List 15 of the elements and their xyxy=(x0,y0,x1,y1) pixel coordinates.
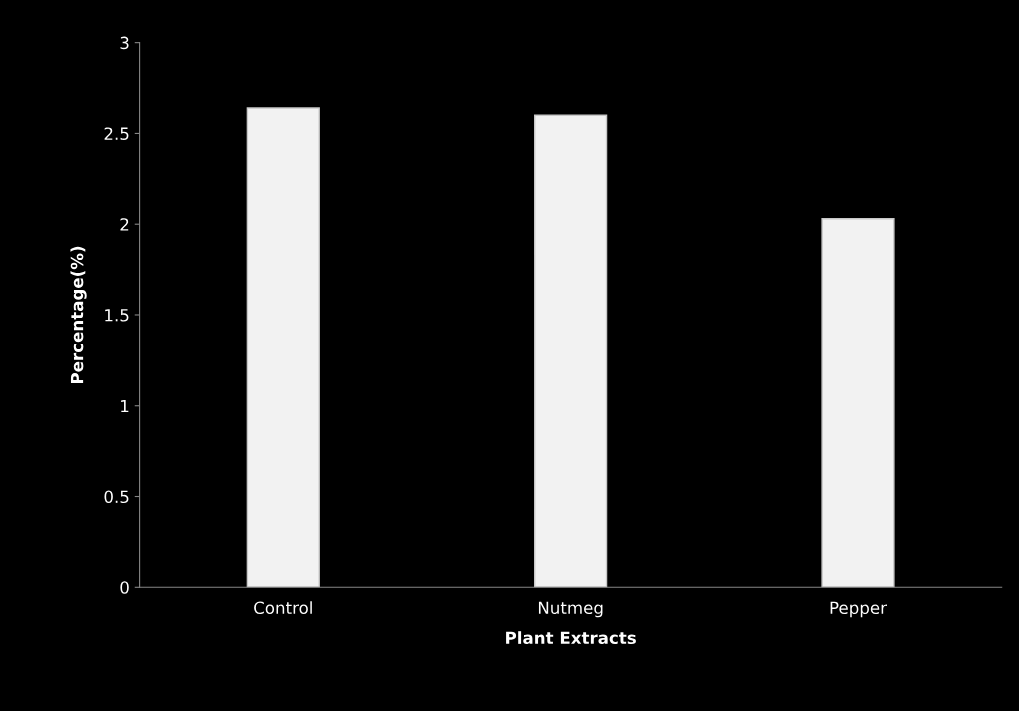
y-tick-label: 1 xyxy=(121,399,129,413)
y-tick-label: 3 xyxy=(120,36,129,50)
bar xyxy=(821,218,895,588)
y-tick-label: 2 xyxy=(120,218,129,231)
bar xyxy=(246,107,320,588)
bar xyxy=(534,114,608,588)
y-tick-label: 2.5 xyxy=(104,127,129,140)
y-tick-label: 1.5 xyxy=(105,309,129,322)
x-tick-label: Nutmeg xyxy=(538,601,603,618)
y-axis-title: Percentage(%) xyxy=(70,246,87,384)
y-tick-label: 0 xyxy=(120,581,129,594)
x-tick-label: Pepper xyxy=(830,601,887,618)
x-tick-label: Control xyxy=(254,601,312,615)
x-axis-title: Plant Extracts xyxy=(506,631,636,645)
y-tick-label: 0.5 xyxy=(104,490,129,504)
